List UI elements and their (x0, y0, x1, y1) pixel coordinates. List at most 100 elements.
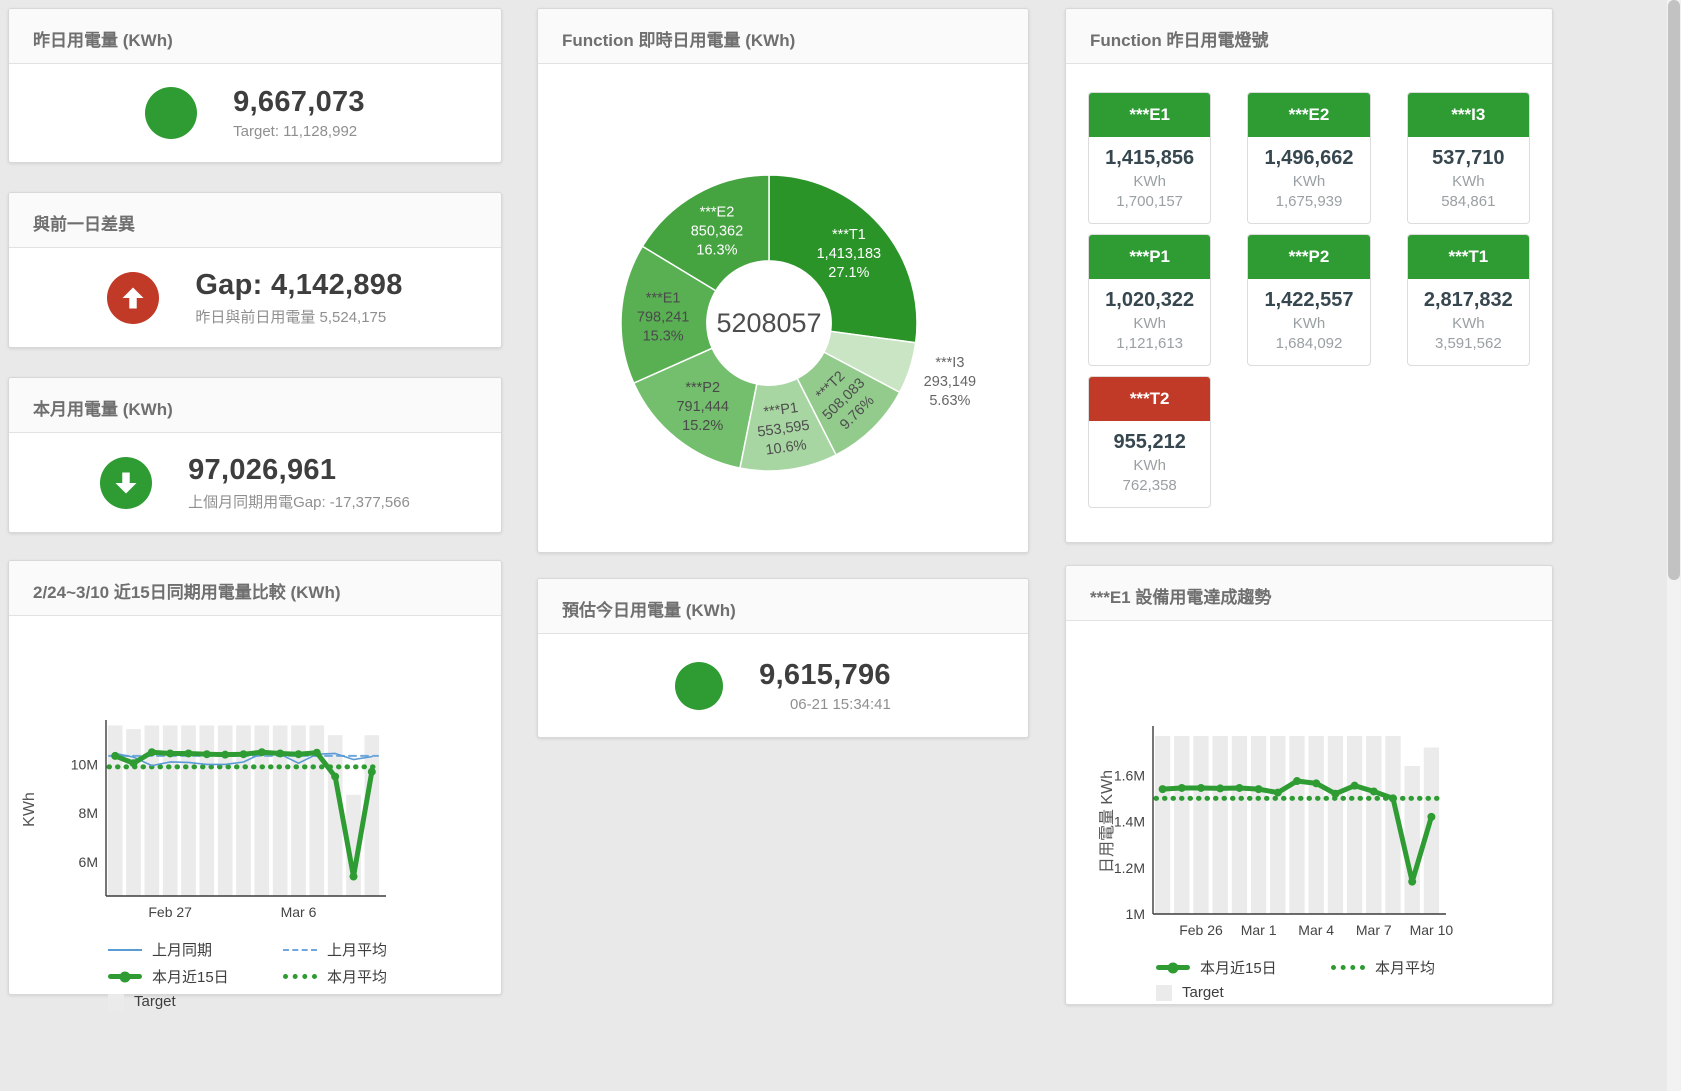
e1-trend-line-chart[interactable]: 1M 1.2M 1.4M 1.6M Feb 26 Mar 1 Mar 4 Mar 7 Mar 1… (1066, 721, 1478, 944)
tile-label: ***T1 (1407, 235, 1529, 279)
svg-text:Mar 6: Mar 6 (281, 904, 317, 920)
light-tile-i3: ***I3 537,710 KWh 584,861 (1406, 92, 1530, 224)
status-circle-icon (675, 661, 724, 710)
legend-item-thick[interactable]: 本月近15日 (1156, 957, 1331, 978)
legend-item-line[interactable]: 上月同期 (108, 939, 283, 960)
svg-text:***E2: ***E2 (700, 205, 735, 221)
svg-text:6M: 6M (79, 854, 98, 870)
gap-value: Gap: 4,142,898 (195, 268, 403, 301)
svg-text:1.4M: 1.4M (1114, 814, 1145, 830)
legend-swatch (283, 948, 317, 951)
light-tile-e1: ***E1 1,415,856 KWh 1,700,157 (1088, 92, 1212, 224)
svg-text:5.63%: 5.63% (929, 393, 970, 409)
svg-text:10.6%: 10.6% (765, 437, 808, 458)
scrollbar-track[interactable] (1667, 0, 1681, 1091)
svg-text:15.2%: 15.2% (682, 418, 723, 434)
svg-text:Feb 26: Feb 26 (1179, 922, 1223, 938)
card-compare-15days: 2/24~3/10 近15日同期用電量比較 (KWh) 6M 8M 10M Feb 2… (8, 560, 502, 1010)
card-lights: Function 昨日用電燈號 ***E1 1,415,856 KWh 1,70… (1065, 8, 1553, 543)
card-month-usage: 本月用電量 (KWh) 97,026,961 上個月同期用電Gap: -17,3… (8, 377, 502, 533)
legend-swatch (1156, 984, 1172, 1001)
svg-text:***T1: ***T1 (832, 227, 866, 243)
svg-text:15.3%: 15.3% (643, 328, 684, 344)
tile-unit: KWh (1452, 315, 1485, 332)
legend-item-square[interactable]: Target (108, 993, 283, 1010)
panel-title-estimate[interactable]: 預估今日用電量 (KWh) (538, 579, 1028, 634)
legend-swatch (108, 974, 142, 979)
legend-label: 上月平均 (327, 942, 388, 959)
tile-target: 1,684,092 (1275, 335, 1343, 352)
card-e1-trend: ***E1 設備用電達成趨勢 1M 1.2M 1.4M 1.6M Feb 26 Mar 1… (1065, 565, 1553, 1005)
svg-text:***I3: ***I3 (935, 355, 964, 371)
compare-line-chart[interactable]: 6M 8M 10M Feb 27 Mar 6 KWh (9, 715, 429, 926)
legend-item-dotted[interactable]: 本月平均 (1331, 957, 1435, 978)
light-tile-p2: ***P2 1,422,557 KWh 1,684,092 (1247, 234, 1371, 366)
svg-text:798,241: 798,241 (637, 309, 689, 325)
svg-text:5208057: 5208057 (716, 308, 821, 338)
tile-value: 1,422,557 (1264, 289, 1354, 311)
tile-label: ***T2 (1089, 377, 1211, 421)
svg-text:553,595: 553,595 (756, 418, 810, 441)
status-circle-icon (145, 87, 198, 139)
legend-label: 本月近15日 (1200, 960, 1277, 977)
tile-unit: KWh (1133, 315, 1166, 332)
panel-title-e1-trend[interactable]: ***E1 設備用電達成趨勢 (1066, 566, 1552, 621)
svg-text:1.2M: 1.2M (1114, 860, 1145, 876)
svg-text:Mar 7: Mar 7 (1356, 922, 1392, 938)
tile-unit: KWh (1133, 457, 1166, 474)
tile-target: 1,700,157 (1116, 193, 1184, 210)
card-realtime-donut: Function 即時日用電量 (KWh) ***T1 1,413,183 27.1… (537, 8, 1029, 553)
svg-text:1.6M: 1.6M (1114, 767, 1145, 783)
tile-value: 537,710 (1432, 147, 1505, 169)
legend-label: Target (1182, 984, 1224, 1001)
svg-text:16.3%: 16.3% (696, 243, 737, 259)
legend-item-thick[interactable]: 本月近15日 (108, 966, 283, 987)
tile-target: 762,358 (1122, 477, 1177, 494)
tile-value: 1,415,856 (1105, 147, 1195, 169)
svg-text:1,413,183: 1,413,183 (817, 246, 882, 262)
tile-value: 2,817,832 (1423, 289, 1513, 311)
svg-text:Feb 27: Feb 27 (148, 904, 192, 920)
svg-text:293,149: 293,149 (924, 374, 976, 390)
legend-item-dashed[interactable]: 上月平均 (283, 939, 387, 960)
down-arrow-icon (100, 456, 153, 509)
svg-text:Mar 4: Mar 4 (1298, 922, 1334, 938)
legend-swatch (108, 948, 142, 951)
legend-item-square[interactable]: Target (1156, 984, 1331, 1001)
panel-title-compare[interactable]: 2/24~3/10 近15日同期用電量比較 (KWh) (9, 561, 501, 616)
light-tile-t1: ***T1 2,817,832 KWh 3,591,562 (1406, 234, 1530, 366)
tile-label: ***P2 (1248, 235, 1370, 279)
tile-target: 1,121,613 (1116, 335, 1184, 352)
panel-title-lights[interactable]: Function 昨日用電燈號 (1066, 9, 1552, 64)
legend-label: 上月同期 (152, 942, 213, 959)
trend-legend: 本月近15日 本月平均 Target (1156, 954, 1552, 1004)
realtime-donut-chart[interactable]: ***T11,413,18327.1%***I3293,1495.63%***T… (538, 64, 1030, 552)
panel-title-realtime[interactable]: Function 即時日用電量 (KWh) (538, 9, 1028, 64)
legend-label: 本月平均 (327, 969, 388, 986)
tile-unit: KWh (1452, 173, 1485, 190)
svg-text:日用電量 KWh: 日用電量 KWh (1099, 770, 1116, 873)
tile-unit: KWh (1133, 173, 1166, 190)
tile-unit: KWh (1292, 173, 1326, 190)
tile-target: 1,675,939 (1275, 193, 1343, 210)
svg-text:27.1%: 27.1% (828, 265, 869, 281)
svg-text:791,444: 791,444 (676, 399, 728, 415)
card-day-gap: 與前一日差異 Gap: 4,142,898 昨日與前日用電量 5,524,175 (8, 192, 502, 348)
svg-text:Mar 1: Mar 1 (1241, 922, 1277, 938)
yesterday-value: 9,667,073 (233, 86, 365, 118)
panel-title-month[interactable]: 本月用電量 (KWh) (9, 378, 501, 433)
legend-label: Target (134, 993, 176, 1010)
panel-title-day-gap[interactable]: 與前一日差異 (9, 193, 501, 248)
scrollbar-thumb[interactable] (1668, 0, 1680, 580)
tile-value: 1,020,322 (1105, 289, 1195, 311)
tile-label: ***E1 (1089, 93, 1211, 137)
legend-label: 本月平均 (1375, 960, 1436, 977)
legend-item-dotted[interactable]: 本月平均 (283, 966, 387, 987)
yesterday-target: Target: 11,128,992 (233, 123, 358, 140)
month-value: 97,026,961 (188, 453, 337, 486)
legend-swatch (1156, 965, 1190, 970)
panel-title-yesterday[interactable]: 昨日用電量 (KWh) (9, 9, 501, 64)
tile-unit: KWh (1292, 315, 1326, 332)
tile-label: ***P1 (1089, 235, 1211, 279)
